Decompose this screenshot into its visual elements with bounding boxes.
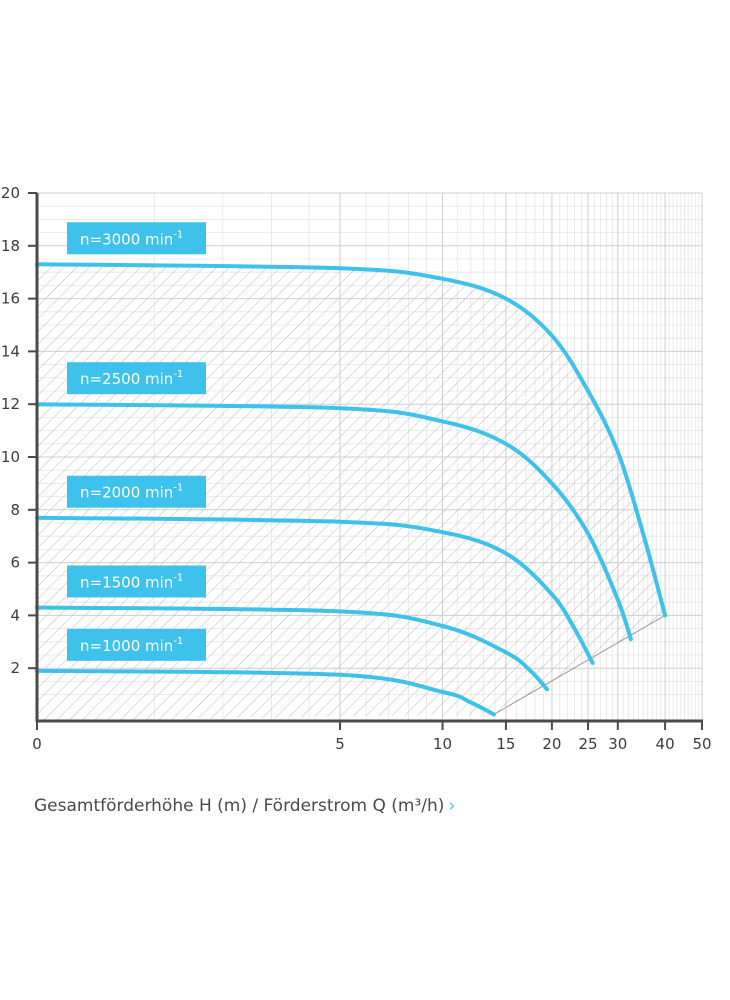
x-tick-label: 20	[542, 735, 561, 753]
speed-label-exponent: -1	[173, 636, 183, 647]
y-tick-label: 8	[10, 501, 20, 519]
y-tick-label: 10	[1, 448, 20, 466]
speed-label-value: n=1000 min	[80, 637, 173, 655]
speed-label-box	[67, 222, 206, 255]
chevron-right-icon: ›	[448, 796, 456, 816]
x-tick-label: 40	[656, 735, 675, 753]
speed-label-exponent: -1	[173, 369, 183, 380]
caption-text: Gesamtförderhöhe H (m) / Förderstrom Q (…	[34, 796, 445, 816]
x-tick-label: 30	[608, 735, 627, 753]
speed-label-5: n=1000 min-1	[67, 628, 206, 661]
pump-curve-chart: 0 5 10 15 20 25 30 40 50 2 4 6 8 10 12 14 16 18 20 n=3000…	[1, 184, 712, 753]
speed-label-value: n=1500 min	[80, 573, 173, 591]
speed-label-3: n=2000 min-1	[67, 475, 206, 508]
speed-curve-1	[35, 262, 668, 618]
x-axis-ticks: 0 5 10 15 20 25 30 40 50	[32, 721, 712, 753]
y-tick-label: 4	[10, 606, 20, 624]
speed-curve-5	[35, 668, 496, 717]
y-tick-label: 16	[1, 290, 20, 308]
speed-label-text: n=2500 min-1	[80, 369, 183, 388]
speed-label-text: n=3000 min-1	[80, 229, 183, 248]
y-tick-label: 6	[10, 554, 20, 572]
speed-label-exponent: -1	[173, 483, 183, 494]
speed-label-box	[67, 565, 206, 598]
speed-label-box	[67, 475, 206, 508]
speed-label-box	[67, 362, 206, 395]
y-axis-ticks: 2 4 6 8 10 12 14 16 18 20	[1, 184, 37, 677]
y-tick-label: 14	[1, 342, 20, 360]
y-tick-label: 18	[1, 237, 20, 255]
speed-label-value: n=2000 min	[80, 484, 173, 502]
speed-label-exponent: -1	[173, 229, 183, 240]
x-tick-label: 15	[496, 735, 515, 753]
x-tick-label: 0	[32, 735, 42, 753]
speed-label-text: n=1500 min-1	[80, 572, 183, 591]
speed-label-2: n=2500 min-1	[67, 362, 206, 395]
y-tick-label: 20	[1, 184, 20, 202]
lower-boundary-line	[493, 614, 666, 715]
x-tick-label: 50	[692, 735, 711, 753]
speed-label-exponent: -1	[173, 572, 183, 583]
speed-label-1: n=3000 min-1	[67, 222, 206, 255]
speed-curve-4	[35, 605, 549, 692]
y-tick-label: 2	[10, 659, 20, 677]
speed-label-box	[67, 628, 206, 661]
x-tick-label: 10	[433, 735, 452, 753]
speed-label-text: n=1000 min-1	[80, 636, 183, 655]
speed-label-value: n=2500 min	[80, 370, 173, 388]
speed-label-4: n=1500 min-1	[67, 565, 206, 598]
x-tick-label: 5	[335, 735, 345, 753]
speed-label-value: n=3000 min	[80, 230, 173, 248]
x-tick-label: 25	[579, 735, 598, 753]
speed-labels: n=3000 min-1n=2500 min-1n=2000 min-1n=15…	[67, 222, 206, 661]
y-tick-label: 12	[1, 395, 20, 413]
speed-curves	[35, 262, 668, 717]
speed-curve-2	[35, 402, 633, 642]
axis-caption[interactable]: Gesamtförderhöhe H (m) / Förderstrom Q (…	[34, 796, 455, 816]
speed-label-text: n=2000 min-1	[80, 483, 183, 502]
speed-curve-3	[35, 515, 595, 665]
